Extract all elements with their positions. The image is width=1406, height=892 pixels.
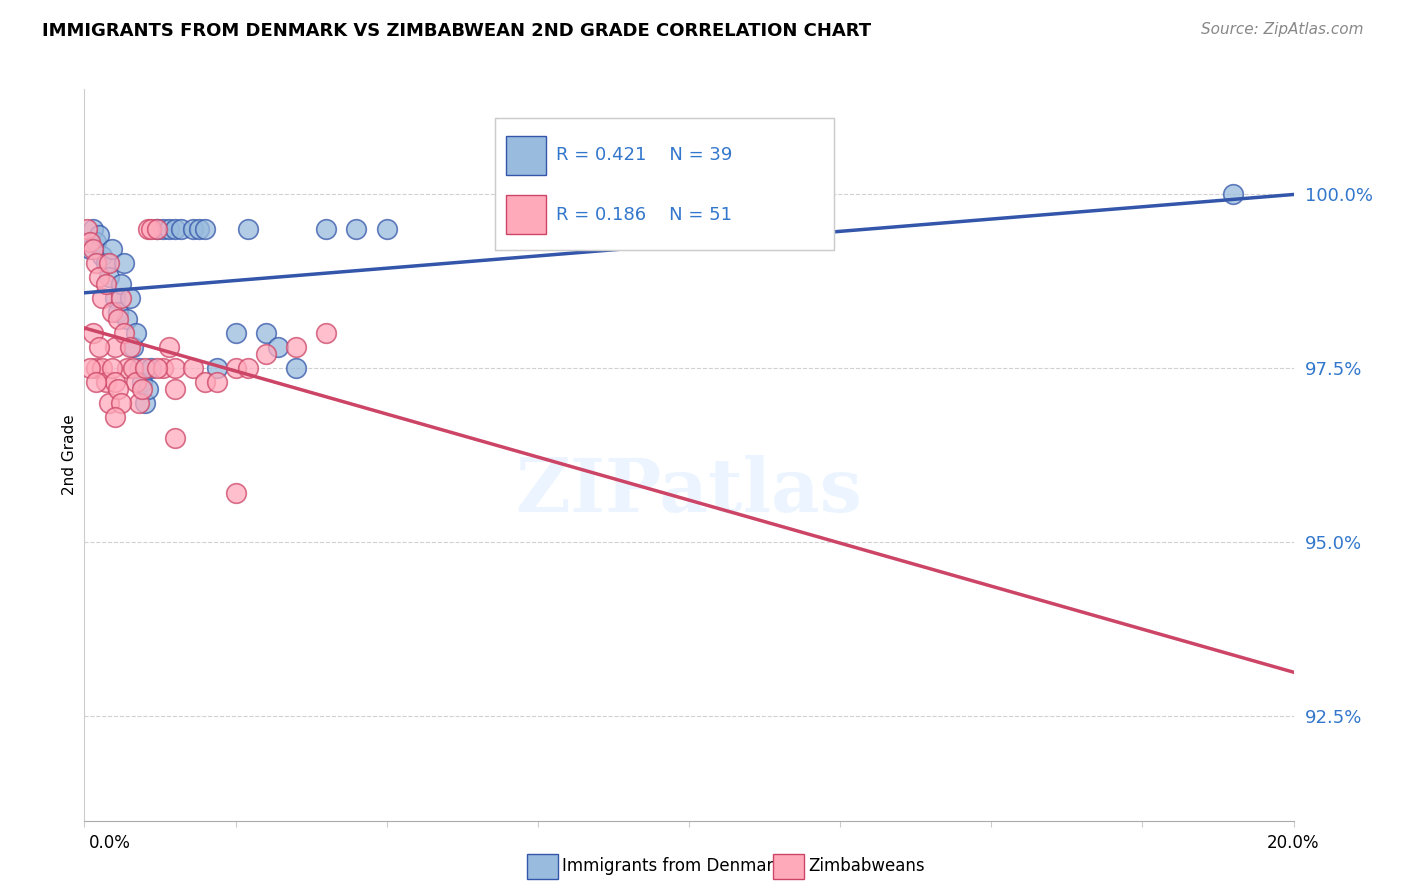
- Point: [181, 360, 204, 375]
- Point: [89, 228, 111, 243]
- Point: [236, 360, 259, 375]
- Point: [115, 312, 138, 326]
- Point: [152, 221, 174, 235]
- Point: [112, 256, 135, 270]
- Y-axis label: 2nd Grade: 2nd Grade: [62, 415, 77, 495]
- Point: [86, 375, 108, 389]
- Point: [79, 360, 101, 375]
- Point: [285, 340, 308, 354]
- Text: Source: ZipAtlas.com: Source: ZipAtlas.com: [1201, 22, 1364, 37]
- Point: [194, 375, 217, 389]
- Point: [107, 382, 129, 396]
- Point: [254, 326, 277, 340]
- Point: [104, 375, 127, 389]
- Point: [170, 221, 193, 235]
- Text: Immigrants from Denmark: Immigrants from Denmark: [562, 857, 783, 875]
- Point: [285, 360, 308, 375]
- Point: [104, 340, 127, 354]
- Point: [146, 221, 169, 235]
- Point: [118, 340, 141, 354]
- Point: [94, 277, 117, 292]
- Point: [125, 326, 148, 340]
- Point: [207, 360, 229, 375]
- Point: [157, 340, 180, 354]
- Point: [236, 221, 259, 235]
- Point: [128, 360, 150, 375]
- Point: [100, 243, 122, 257]
- Point: [97, 270, 120, 285]
- Point: [315, 326, 337, 340]
- Point: [104, 291, 127, 305]
- Point: [91, 249, 114, 263]
- Point: [188, 221, 211, 235]
- Point: [82, 326, 104, 340]
- Point: [267, 340, 290, 354]
- Point: [107, 305, 129, 319]
- Point: [146, 221, 169, 235]
- Point: [91, 291, 114, 305]
- Point: [136, 382, 159, 396]
- Point: [181, 221, 204, 235]
- Point: [254, 347, 277, 361]
- Point: [79, 235, 101, 250]
- Text: Zimbabweans: Zimbabweans: [808, 857, 925, 875]
- Point: [152, 360, 174, 375]
- Point: [1222, 186, 1244, 201]
- Point: [76, 221, 98, 235]
- Point: [115, 360, 138, 375]
- Point: [112, 326, 135, 340]
- Point: [225, 326, 247, 340]
- Point: [225, 360, 247, 375]
- Point: [91, 360, 114, 375]
- Point: [131, 382, 153, 396]
- Point: [165, 430, 187, 444]
- Point: [97, 256, 120, 270]
- Point: [315, 221, 337, 235]
- Point: [157, 221, 180, 235]
- Point: [121, 340, 143, 354]
- Point: [346, 221, 368, 235]
- Point: [139, 221, 162, 235]
- Point: [94, 256, 117, 270]
- Point: [128, 395, 150, 409]
- Point: [86, 256, 108, 270]
- Point: [107, 312, 129, 326]
- Point: [89, 270, 111, 285]
- Point: [134, 395, 156, 409]
- Point: [104, 409, 127, 424]
- Point: [79, 243, 101, 257]
- Point: [97, 395, 120, 409]
- Point: [86, 235, 108, 250]
- Text: ZIPatlas: ZIPatlas: [516, 455, 862, 528]
- Point: [86, 360, 108, 375]
- Point: [110, 277, 132, 292]
- Point: [110, 291, 132, 305]
- Point: [131, 375, 153, 389]
- Point: [82, 221, 104, 235]
- Point: [225, 486, 247, 500]
- Point: [146, 360, 169, 375]
- Point: [100, 360, 122, 375]
- Text: 0.0%: 0.0%: [89, 834, 131, 852]
- Point: [165, 221, 187, 235]
- Point: [100, 305, 122, 319]
- Point: [134, 360, 156, 375]
- Point: [139, 360, 162, 375]
- Point: [207, 375, 229, 389]
- Text: IMMIGRANTS FROM DENMARK VS ZIMBABWEAN 2ND GRADE CORRELATION CHART: IMMIGRANTS FROM DENMARK VS ZIMBABWEAN 2N…: [42, 22, 872, 40]
- Point: [125, 375, 148, 389]
- Point: [194, 221, 217, 235]
- Point: [165, 360, 187, 375]
- Point: [121, 360, 143, 375]
- Point: [82, 243, 104, 257]
- Point: [89, 340, 111, 354]
- Point: [375, 221, 398, 235]
- Point: [110, 395, 132, 409]
- Point: [136, 221, 159, 235]
- Point: [94, 375, 117, 389]
- Point: [165, 382, 187, 396]
- Text: 20.0%: 20.0%: [1267, 834, 1319, 852]
- Point: [118, 291, 141, 305]
